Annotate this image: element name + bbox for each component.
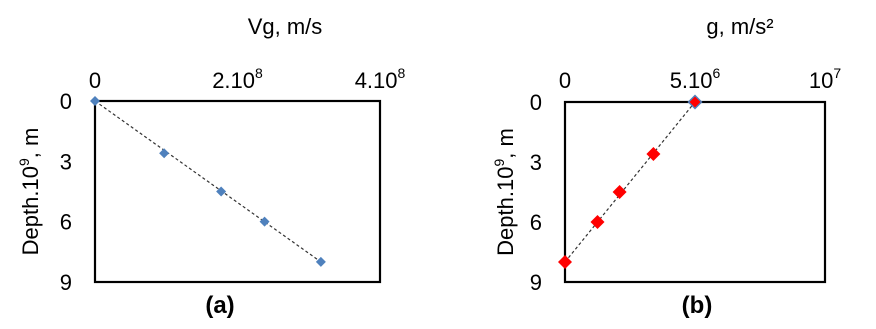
plot-area-frame [93, 99, 382, 284]
x-axis-title: g, m/s² [706, 14, 773, 39]
data-point [590, 215, 605, 229]
y-tick-label: 6 [60, 210, 72, 235]
x-tick-label: 0 [559, 68, 571, 93]
data-point [216, 186, 227, 197]
x-tick-label: 0 [89, 68, 101, 93]
y-tick-label: 9 [530, 270, 542, 295]
y-axis-title: Depth.109, m [16, 128, 43, 256]
x-tick-label: 4.108 [355, 65, 406, 93]
y-tick-label: 6 [530, 210, 542, 235]
data-point [159, 148, 170, 159]
chart-panel-b: g, m/s² 0 5.106 107 0 3 6 9 Depth.109, m (b) [491, 14, 841, 319]
trendline [94, 100, 322, 263]
y-tick-label: 0 [530, 90, 542, 115]
x-tick-label: 5.106 [670, 65, 721, 93]
panel-caption: (a) [205, 292, 234, 319]
data-point [558, 255, 572, 269]
chart-panel-a: Vg, m/s 0 2.108 4.108 0 3 6 9 Depth.109, m (a) [16, 14, 406, 319]
data-point [646, 147, 661, 161]
y-tick-label: 9 [60, 270, 72, 295]
plot-area-frame [563, 100, 827, 284]
y-tick-label: 3 [60, 149, 72, 174]
data-point [315, 256, 326, 267]
data-point [612, 185, 627, 199]
data-point [90, 96, 100, 106]
x-tick-label: 2.108 [212, 65, 263, 93]
y-axis-title: Depth.109, m [491, 128, 518, 256]
y-tick-label: 3 [530, 150, 542, 175]
data-point [689, 96, 701, 108]
y-tick-label: 0 [60, 89, 72, 114]
trendline [564, 101, 696, 263]
panel-caption: (b) [682, 292, 713, 319]
x-tick-label: 107 [809, 65, 841, 93]
data-point [259, 216, 270, 227]
x-axis-title: Vg, m/s [248, 14, 323, 39]
